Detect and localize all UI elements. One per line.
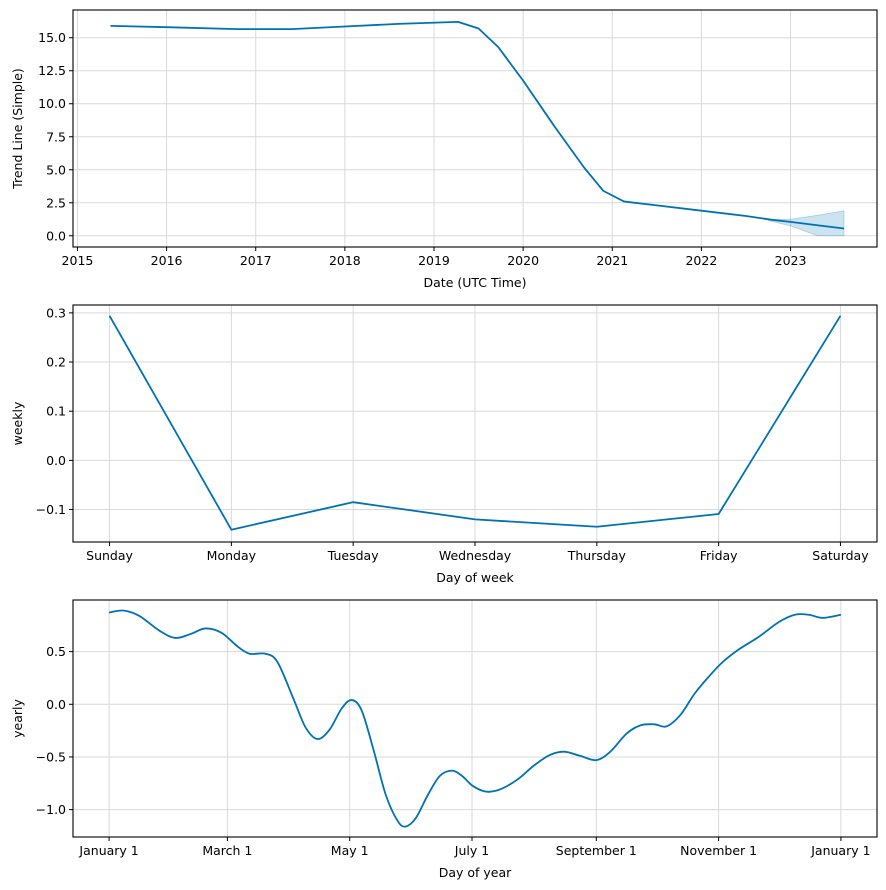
x-tick-label: 2020 [507, 253, 539, 268]
x-tick-label: November 1 [680, 843, 757, 858]
y-tick-label: 15.0 [38, 30, 66, 45]
weekly-series-line [108, 315, 842, 531]
x-axis-label: Day of week [436, 570, 514, 585]
y-tick-label: 0.0 [46, 697, 66, 712]
x-tick-label: 2021 [596, 253, 628, 268]
y-tick-label: −0.5 [36, 749, 66, 764]
x-tick-label: Thursday [567, 548, 627, 563]
x-tick-label: 2019 [418, 253, 450, 268]
y-tick-label: 2.5 [46, 195, 66, 210]
y-tick-label: 12.5 [38, 63, 66, 78]
x-tick-label: January 1 [810, 843, 870, 858]
y-tick-label: 10.0 [38, 96, 66, 111]
x-tick-label: 2022 [685, 253, 717, 268]
yearly-series-line [108, 609, 842, 828]
x-tick-label: Monday [207, 548, 257, 563]
y-axis-label: yearly [10, 699, 25, 738]
y-tick-label: −1.0 [36, 802, 66, 817]
x-tick-label: Saturday [812, 548, 869, 563]
y-tick-label: 0.3 [46, 305, 66, 320]
x-tick-label: September 1 [556, 843, 637, 858]
x-tick-label: 2023 [775, 253, 807, 268]
x-axis-label: Day of year [439, 865, 512, 880]
x-tick-label: 2016 [151, 253, 183, 268]
x-tick-label: Sunday [86, 548, 133, 563]
y-axis-label: Trend Line (Simple) [10, 68, 25, 190]
x-tick-label: Friday [700, 548, 738, 563]
y-tick-label: 0.0 [46, 453, 66, 468]
y-tick-label: 0.0 [46, 228, 66, 243]
axes-frame [72, 9, 878, 248]
x-tick-label: May 1 [331, 843, 369, 858]
y-tick-label: 0.5 [46, 644, 66, 659]
x-tick-label: Wednesday [439, 548, 512, 563]
yearly-panel: January 1 March 1 May 1 July 1 September 1 No… [10, 599, 878, 880]
trend-panel: 2015 2016 2017 2018 2019 2020 2021 2022 2023 0.0 2… [10, 9, 878, 290]
x-axis-label: Date (UTC Time) [424, 275, 527, 290]
weekly-panel: Sunday Monday Tuesday Wednesday Thursday Frid… [10, 304, 878, 585]
x-tick-label: 2018 [329, 253, 361, 268]
trend-series-line [110, 20, 845, 230]
y-tick-label: 7.5 [46, 129, 66, 144]
x-tick-label: January 1 [78, 843, 138, 858]
x-tick-label: March 1 [202, 843, 252, 858]
axes-frame [72, 304, 878, 543]
x-tick-label: 2015 [62, 253, 94, 268]
x-tick-label: 2017 [240, 253, 272, 268]
y-axis-label: weekly [10, 401, 25, 445]
x-tick-label: July 1 [454, 843, 489, 858]
x-tick-label: Tuesday [327, 548, 379, 563]
y-tick-label: 0.2 [46, 355, 66, 370]
y-tick-label: 0.1 [46, 404, 66, 419]
axes-frame [72, 599, 878, 838]
y-tick-label: −0.1 [36, 502, 66, 517]
y-tick-label: 5.0 [46, 162, 66, 177]
